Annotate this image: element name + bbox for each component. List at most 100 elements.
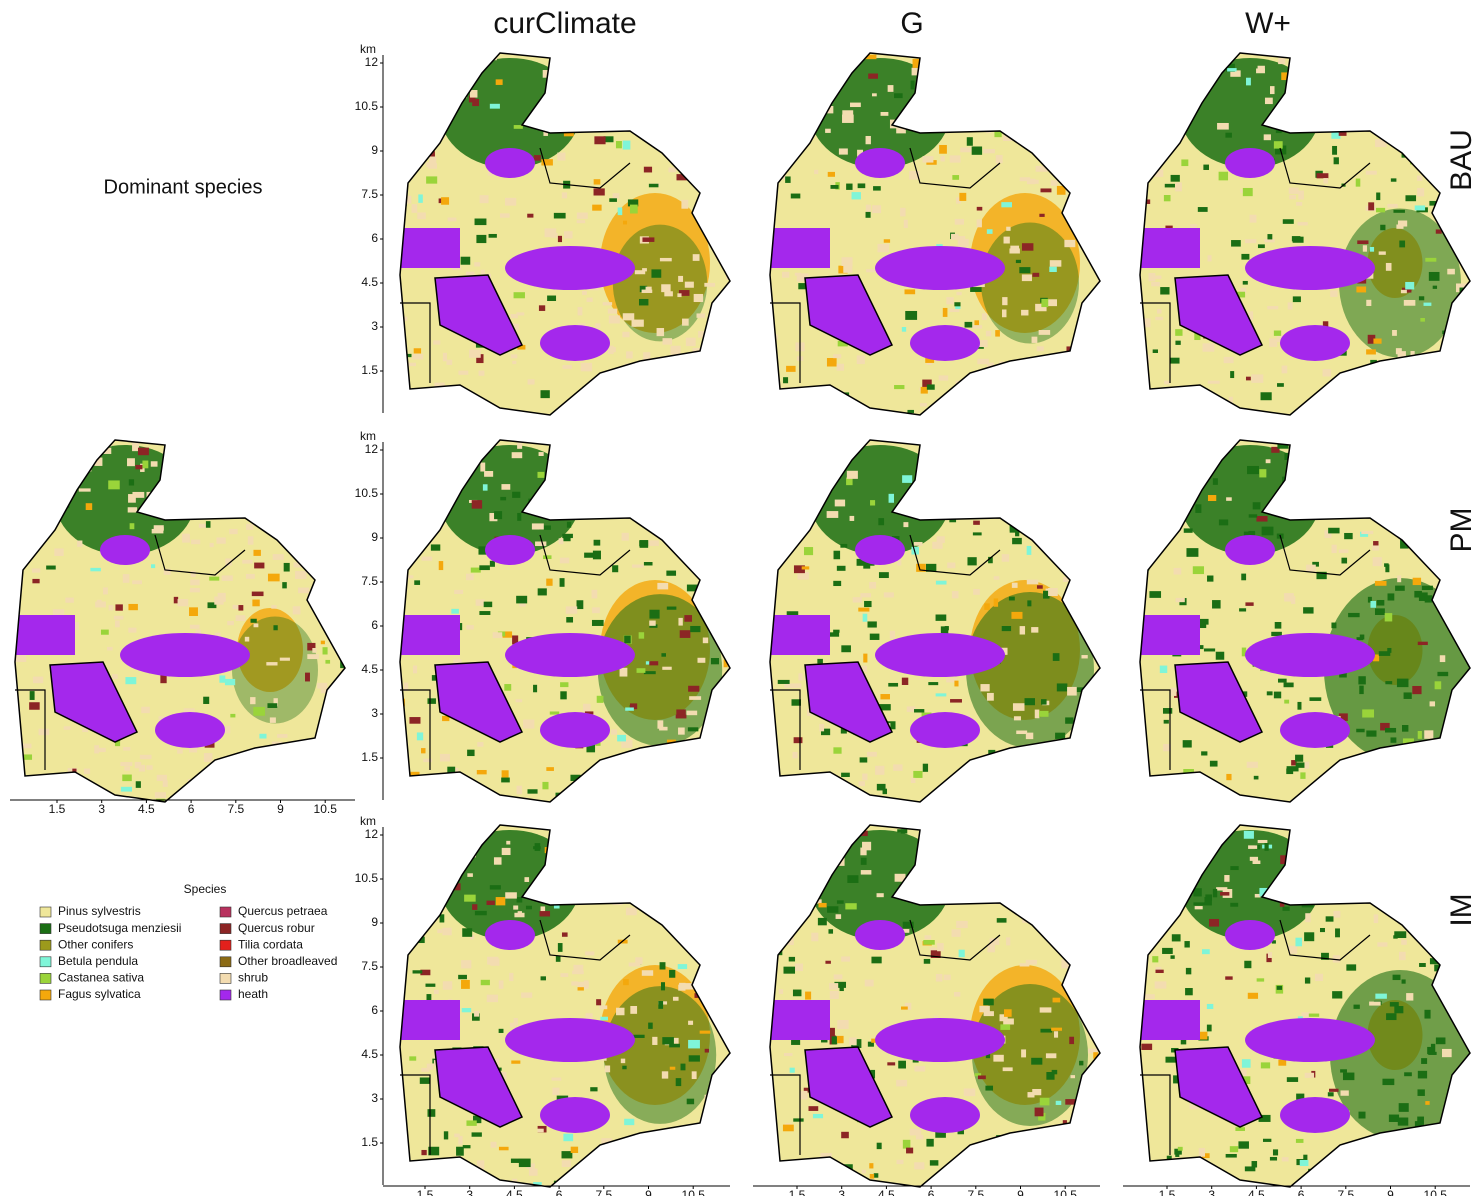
speckle bbox=[1298, 222, 1308, 225]
speckle bbox=[1305, 1073, 1314, 1078]
speckle bbox=[837, 1036, 844, 1043]
speckle bbox=[798, 842, 805, 848]
speckle bbox=[946, 297, 953, 304]
speckle bbox=[981, 112, 991, 116]
speckle bbox=[666, 362, 675, 369]
speckle bbox=[454, 590, 463, 594]
speckle bbox=[1032, 337, 1038, 343]
speckle bbox=[642, 237, 654, 242]
speckle bbox=[480, 195, 489, 203]
speckle bbox=[1442, 1049, 1452, 1057]
speckle bbox=[270, 717, 276, 722]
speckle bbox=[1041, 699, 1047, 704]
speckle bbox=[827, 906, 838, 912]
speckle bbox=[980, 409, 991, 416]
speckle bbox=[708, 353, 719, 359]
speckle bbox=[1415, 748, 1424, 753]
speckle bbox=[1193, 902, 1204, 905]
y-tick-label: 12 bbox=[365, 827, 379, 841]
speckle bbox=[1238, 1141, 1249, 1148]
speckle bbox=[400, 866, 407, 871]
speckle bbox=[725, 682, 736, 688]
speckle bbox=[1296, 885, 1304, 889]
species-map bbox=[1140, 825, 1479, 1195]
speckle bbox=[799, 83, 808, 89]
speckle bbox=[1356, 457, 1363, 463]
speckle bbox=[926, 1139, 933, 1147]
speckle bbox=[586, 72, 596, 79]
speckle bbox=[130, 523, 135, 529]
speckle bbox=[494, 511, 502, 519]
speckle bbox=[704, 61, 715, 65]
speckle bbox=[699, 855, 710, 863]
speckle bbox=[1157, 911, 1167, 918]
speckle bbox=[857, 355, 865, 364]
speckle bbox=[926, 496, 934, 502]
speckle bbox=[1244, 961, 1251, 968]
heath-band bbox=[875, 633, 1005, 677]
speckle bbox=[673, 856, 684, 862]
speckle bbox=[138, 448, 149, 456]
x-tick-label: 4.5 bbox=[506, 1188, 523, 1196]
speckle bbox=[1039, 214, 1044, 217]
speckle bbox=[1054, 1031, 1058, 1037]
speckle bbox=[222, 575, 233, 580]
speckle bbox=[562, 192, 567, 198]
speckle bbox=[620, 668, 628, 677]
speckle bbox=[560, 691, 566, 699]
speckle bbox=[1284, 700, 1289, 704]
speckle bbox=[174, 597, 178, 603]
speckle bbox=[500, 497, 506, 500]
y-tick-label: 1.5 bbox=[361, 363, 378, 377]
speckle bbox=[631, 506, 643, 512]
map-fill bbox=[770, 53, 1110, 423]
speckle bbox=[157, 775, 167, 781]
speckle bbox=[209, 577, 219, 581]
speckle bbox=[833, 630, 839, 633]
speckle bbox=[818, 903, 826, 907]
speckle bbox=[328, 618, 335, 627]
speckle bbox=[1004, 237, 1010, 244]
speckle bbox=[714, 1072, 725, 1076]
speckle bbox=[592, 620, 604, 626]
speckle bbox=[1245, 602, 1253, 606]
speckle bbox=[1392, 330, 1397, 336]
speckle bbox=[1465, 498, 1474, 507]
speckle bbox=[1461, 720, 1468, 729]
speckle bbox=[1253, 502, 1261, 509]
speckle bbox=[189, 509, 198, 515]
speckle bbox=[1030, 1137, 1037, 1144]
speckle bbox=[697, 553, 701, 560]
speckle bbox=[658, 1001, 663, 1009]
speckle bbox=[1068, 163, 1075, 172]
speckle bbox=[480, 463, 485, 472]
speckle bbox=[1091, 611, 1098, 615]
speckle bbox=[1044, 128, 1051, 135]
speckle bbox=[413, 666, 417, 674]
speckle bbox=[1247, 466, 1259, 474]
speckle bbox=[1430, 870, 1435, 875]
speckle bbox=[412, 204, 418, 213]
speckle bbox=[1416, 1155, 1423, 1164]
speckle bbox=[276, 768, 285, 772]
speckle bbox=[451, 81, 463, 85]
speckle bbox=[1332, 545, 1337, 553]
speckle bbox=[1183, 1181, 1195, 1188]
speckle bbox=[724, 126, 728, 130]
speckle bbox=[1099, 642, 1106, 648]
speckle bbox=[229, 498, 233, 502]
speckle bbox=[677, 93, 683, 100]
speckle bbox=[466, 625, 474, 629]
speckle bbox=[1097, 331, 1106, 334]
speckle bbox=[1332, 146, 1337, 155]
speckle bbox=[660, 962, 666, 969]
speckle bbox=[1062, 1153, 1072, 1158]
speckle bbox=[462, 928, 472, 937]
heath-west bbox=[400, 1000, 460, 1040]
speckle bbox=[728, 66, 733, 71]
speckle bbox=[1184, 941, 1189, 947]
speckle bbox=[1049, 857, 1055, 865]
speckle bbox=[483, 484, 488, 490]
speckle bbox=[1060, 936, 1070, 940]
speckle bbox=[559, 538, 564, 544]
